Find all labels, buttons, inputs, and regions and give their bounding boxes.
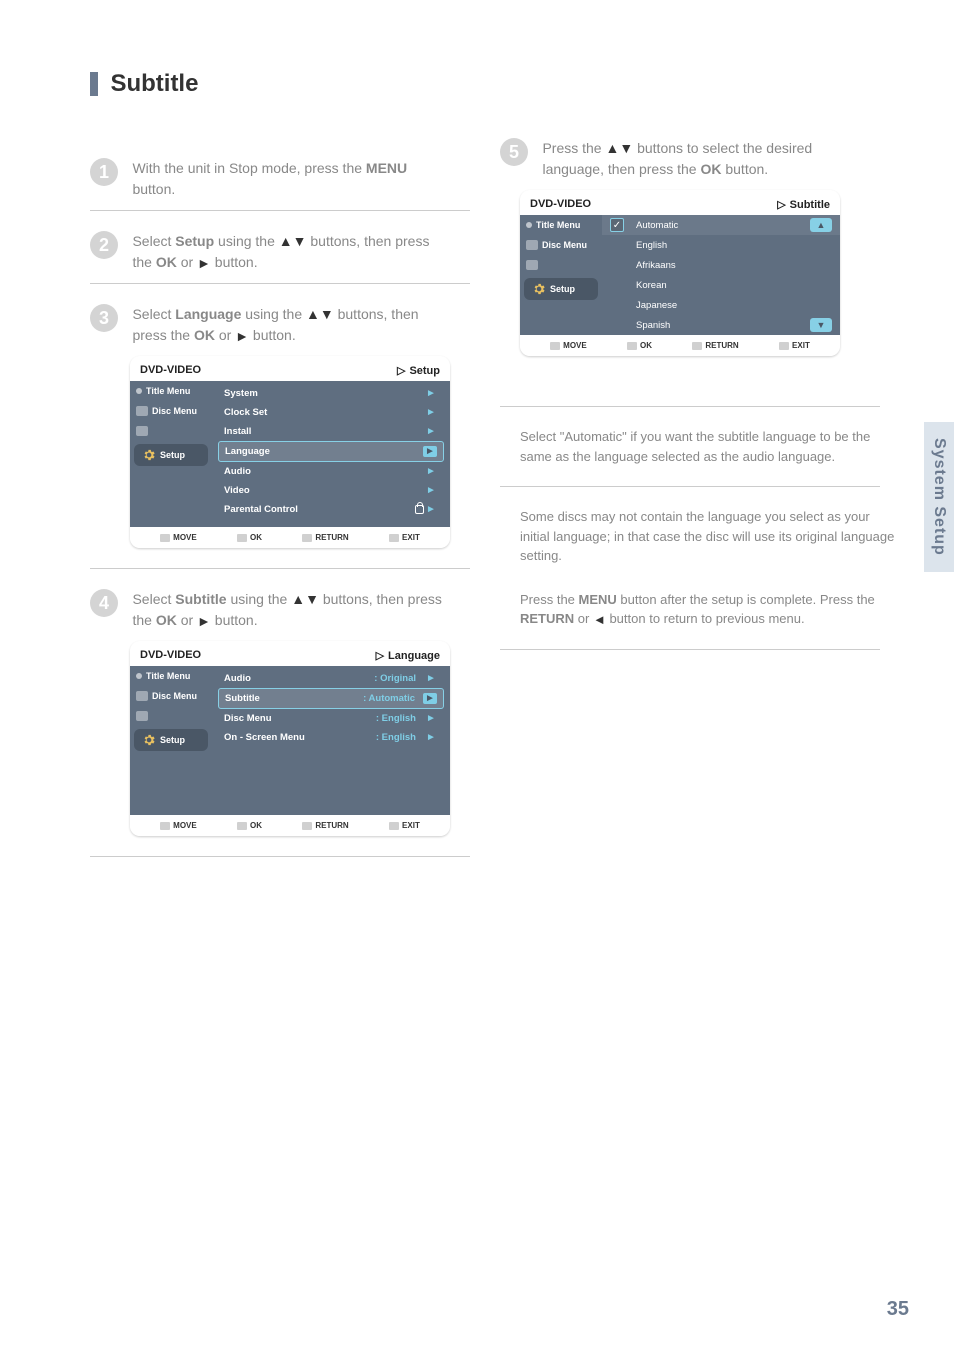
gear-icon <box>142 448 156 462</box>
osd-sidebar: Title Menu Disc Menu Setup <box>130 666 212 815</box>
osd-option-row: Spanish▼ <box>602 315 840 335</box>
divider <box>500 649 880 650</box>
osd-device-label: DVD-VIDEO <box>140 649 376 662</box>
osd-sidebar-setup: Setup <box>134 729 208 751</box>
osd-footer: MOVE OK RETURN EXIT <box>520 335 840 356</box>
step-number: 2 <box>90 231 118 259</box>
osd-menu-row: Disc Menu: English► <box>218 709 444 728</box>
left-icon: ◄ <box>593 612 606 627</box>
divider <box>90 568 470 569</box>
osd-sidebar-setup: Setup <box>134 444 208 466</box>
chevron-right-icon: ► <box>424 426 438 437</box>
divider <box>90 210 470 211</box>
play-icon: ► <box>197 255 211 271</box>
chevron-right-icon: ► <box>424 485 438 496</box>
right-column: 5 Press the ▲▼ buttons to select the des… <box>500 138 880 865</box>
left-column: 1 With the unit in Stop mode, press the … <box>90 138 470 865</box>
side-tab: System Setup <box>924 422 954 572</box>
side-tab-label: System Setup <box>930 438 948 556</box>
divider <box>500 406 880 407</box>
step-text: With the unit in Stop mode, press the ME… <box>132 158 452 200</box>
divider <box>90 283 470 284</box>
page-number: 35 <box>887 1298 909 1321</box>
step-text: Press the ▲▼ buttons to select the desir… <box>542 138 862 180</box>
osd-menu-row: Audio: Original► <box>218 669 444 688</box>
osd-subtitle-screenshot: DVD-VIDEO ▷ Subtitle Title Menu Disc Men… <box>520 190 840 356</box>
osd-breadcrumb: Setup <box>409 365 440 377</box>
step-2: 2 Select Setup using the ▲▼ buttons, the… <box>90 231 470 273</box>
osd-option-row: ✓Automatic▲ <box>602 215 840 235</box>
osd-menu-row: Parental Control► <box>218 500 444 519</box>
osd-language-screenshot: DVD-VIDEO ▷ Language Title Menu Disc Men… <box>130 641 450 836</box>
section-title: Subtitle <box>110 70 198 98</box>
divider <box>90 856 470 857</box>
osd-option-row: English <box>602 235 840 255</box>
step-text: Select Language using the ▲▼ buttons, th… <box>132 304 452 346</box>
scroll-up-icon: ▲ <box>810 218 832 232</box>
osd-menu-row: Subtitle: Automatic► <box>218 688 444 709</box>
step-3: 3 Select Language using the ▲▼ buttons, … <box>90 304 470 346</box>
osd-device-label: DVD-VIDEO <box>530 198 777 211</box>
bullet-3: Press the MENU button after the setup is… <box>520 590 900 629</box>
divider <box>500 486 880 487</box>
section-header: Subtitle <box>90 70 894 98</box>
bullet-1: Select "Automatic" if you want the subti… <box>520 427 900 466</box>
osd-footer: MOVE OK RETURN EXIT <box>130 815 450 836</box>
osd-sidebar: Title Menu Disc Menu Setup <box>520 215 602 335</box>
osd-menu-row: System► <box>218 384 444 403</box>
play-icon: ► <box>235 328 249 344</box>
osd-option-row: Afrikaans <box>602 255 840 275</box>
step-number: 4 <box>90 589 118 617</box>
osd-device-label: DVD-VIDEO <box>140 364 397 377</box>
up-down-icon: ▲▼ <box>306 306 334 322</box>
step-5: 5 Press the ▲▼ buttons to select the des… <box>500 138 880 180</box>
chevron-right-icon: ► <box>423 446 437 457</box>
osd-menu-row: Clock Set► <box>218 403 444 422</box>
chevron-right-icon: ► <box>424 407 438 418</box>
bullet-2: Some discs may not contain the language … <box>520 507 900 566</box>
up-down-icon: ▲▼ <box>279 233 307 249</box>
chevron-right-icon: ► <box>424 732 438 743</box>
chevron-right-icon: ► <box>423 693 437 704</box>
up-down-icon: ▲▼ <box>291 591 319 607</box>
chevron-right-icon: ► <box>424 673 438 684</box>
gear-icon <box>142 733 156 747</box>
osd-sidebar-setup: Setup <box>524 278 598 300</box>
osd-option-row: Korean <box>602 275 840 295</box>
osd-menu-row: Video► <box>218 481 444 500</box>
up-down-icon: ▲▼ <box>605 140 633 156</box>
step-4: 4 Select Subtitle using the ▲▼ buttons, … <box>90 589 470 631</box>
play-icon: ► <box>197 613 211 629</box>
chevron-right-icon: ► <box>424 713 438 724</box>
chevron-right-icon: ► <box>424 504 438 515</box>
osd-option-row: Japanese <box>602 295 840 315</box>
osd-breadcrumb: Language <box>388 650 440 662</box>
osd-menu-row: Install► <box>218 422 444 441</box>
step-number: 3 <box>90 304 118 332</box>
osd-breadcrumb: Subtitle <box>790 199 830 211</box>
step-1: 1 With the unit in Stop mode, press the … <box>90 158 470 200</box>
chevron-right-icon: ► <box>424 466 438 477</box>
lock-icon <box>415 505 424 514</box>
step-text: Select Setup using the ▲▼ buttons, then … <box>132 231 452 273</box>
gear-icon <box>532 282 546 296</box>
check-icon: ✓ <box>610 218 624 232</box>
osd-menu-row: Language► <box>218 441 444 462</box>
step-number: 1 <box>90 158 118 186</box>
osd-footer: MOVE OK RETURN EXIT <box>130 527 450 548</box>
chevron-right-icon: ► <box>424 388 438 399</box>
step-text: Select Subtitle using the ▲▼ buttons, th… <box>132 589 452 631</box>
osd-setup-screenshot: DVD-VIDEO ▷ Setup Title Menu Disc Menu S… <box>130 356 450 548</box>
step-number: 5 <box>500 138 528 166</box>
osd-menu-row: On - Screen Menu: English► <box>218 728 444 747</box>
scroll-down-icon: ▼ <box>810 318 832 332</box>
section-marker <box>90 72 98 96</box>
osd-menu-row: Audio► <box>218 462 444 481</box>
osd-sidebar: Title Menu Disc Menu Setup <box>130 381 212 527</box>
